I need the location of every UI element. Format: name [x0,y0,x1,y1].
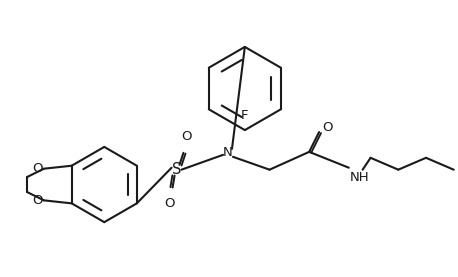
Text: N: N [223,146,233,159]
Text: O: O [322,120,333,134]
Text: O: O [32,194,42,207]
Text: F: F [241,109,249,122]
Text: S: S [172,162,181,177]
Text: NH: NH [350,171,370,184]
Text: O: O [181,130,192,143]
Text: O: O [32,162,42,175]
Text: O: O [164,198,175,211]
